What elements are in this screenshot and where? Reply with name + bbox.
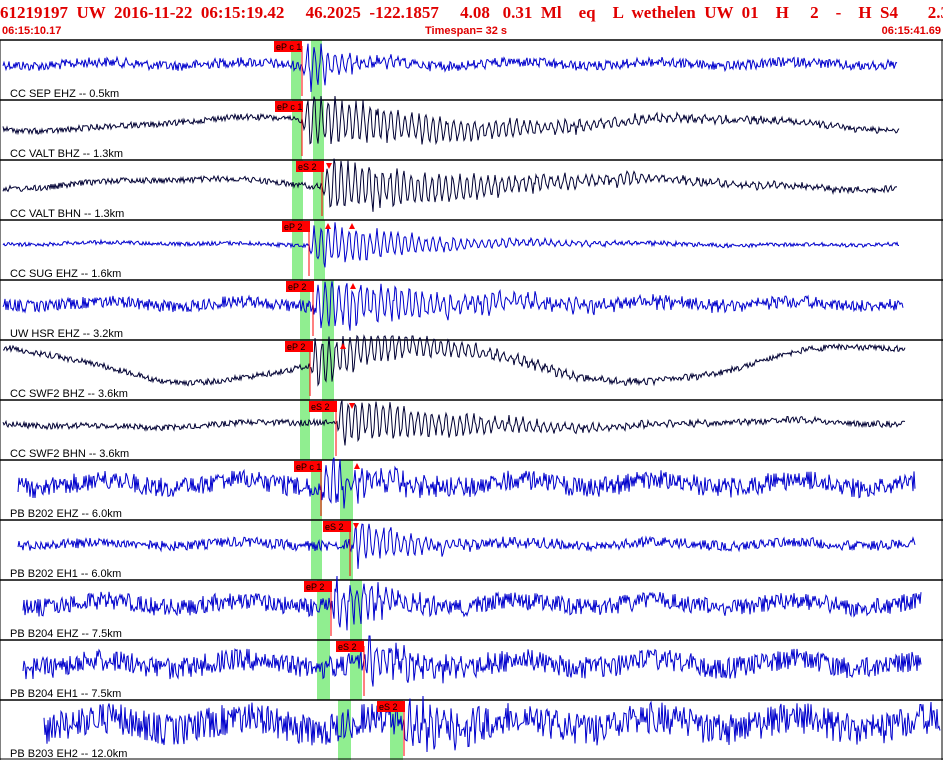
start-time-label: 06:15:10.17 bbox=[2, 25, 62, 37]
arrow-up-icon bbox=[340, 343, 346, 349]
pick-flag-label: eS 2 bbox=[311, 402, 330, 412]
arrow-down-icon bbox=[349, 403, 355, 409]
trace-panel[interactable]: eP c 1 PB B202 EHZ -- 6.0km bbox=[0, 457, 943, 520]
waveform-trace bbox=[2, 95, 900, 146]
pick-window-band bbox=[313, 160, 324, 220]
pick-flag-label: eS 2 bbox=[298, 162, 317, 172]
pick-window-band bbox=[292, 100, 302, 160]
waveform-trace bbox=[2, 43, 898, 93]
pick-flag[interactable] bbox=[294, 461, 322, 472]
pick-flag[interactable] bbox=[296, 161, 324, 172]
station-label: CC SWF2 BHN -- 3.6km bbox=[10, 448, 129, 460]
pick-flag-label: eP 2 bbox=[287, 342, 305, 352]
station-label: PB B204 EHZ -- 7.5km bbox=[10, 628, 122, 640]
arrow-up-icon bbox=[354, 463, 360, 469]
end-time-label: 06:15:41.69 bbox=[881, 25, 941, 37]
pick-flag[interactable] bbox=[286, 281, 314, 292]
pick-flag[interactable] bbox=[274, 41, 302, 52]
pick-flag-label: eP 2 bbox=[306, 582, 324, 592]
waveform-trace bbox=[2, 334, 906, 387]
pick-flag-label: eP c 1 bbox=[276, 42, 301, 52]
pick-window-band bbox=[300, 400, 310, 460]
pick-window-band bbox=[313, 100, 324, 160]
pick-flag[interactable] bbox=[282, 221, 310, 232]
station-label: CC VALT BHN -- 1.3km bbox=[10, 208, 124, 220]
station-label: PB B204 EH1 -- 7.5km bbox=[10, 688, 121, 700]
pick-window-band bbox=[292, 220, 303, 280]
pick-flag[interactable] bbox=[304, 581, 332, 592]
pick-flag[interactable] bbox=[336, 641, 364, 652]
waveform-trace bbox=[22, 635, 922, 687]
pick-flag-label: eS 2 bbox=[338, 642, 357, 652]
waveform-trace bbox=[2, 222, 899, 268]
pick-window-band bbox=[338, 700, 351, 760]
waveform-trace bbox=[2, 281, 904, 331]
pick-window-band bbox=[291, 40, 301, 100]
trace-panel[interactable]: eP 2 CC SWF2 BHZ -- 3.6km bbox=[0, 334, 943, 400]
station-label: CC VALT BHZ -- 1.3km bbox=[10, 148, 123, 160]
pick-flag[interactable] bbox=[285, 341, 313, 352]
trace-panel[interactable]: eS 2 PB B203 EH2 -- 12.0km bbox=[0, 695, 943, 760]
station-label: UW HSR EHZ -- 3.2km bbox=[10, 328, 123, 340]
waveform-trace bbox=[2, 158, 898, 212]
pick-flag[interactable] bbox=[323, 521, 351, 532]
arrow-up-icon bbox=[349, 223, 355, 229]
waveform-trace bbox=[2, 400, 906, 446]
arrow-up-icon bbox=[325, 223, 331, 229]
pick-flag-label: eP c 1 bbox=[296, 462, 321, 472]
station-label: PB B202 EHZ -- 6.0km bbox=[10, 508, 122, 520]
station-label: CC SUG EHZ -- 1.6km bbox=[10, 268, 121, 280]
trace-panel[interactable]: eS 2 PB B202 EH1 -- 6.0km bbox=[0, 519, 943, 580]
pick-flag-label: eS 2 bbox=[325, 522, 344, 532]
arrow-down-icon bbox=[326, 163, 332, 169]
pick-window-band bbox=[300, 340, 310, 400]
pick-window-band bbox=[292, 160, 303, 220]
trace-panel[interactable]: eS 2 CC SWF2 BHN -- 3.6km bbox=[0, 399, 943, 460]
pick-flag[interactable] bbox=[377, 701, 405, 712]
pick-window-band bbox=[322, 280, 334, 340]
trace-panel[interactable]: eP 2 CC SUG EHZ -- 1.6km bbox=[0, 219, 943, 280]
waveform-trace bbox=[17, 523, 916, 569]
event-summary-header: 61219197 UW 2016-11-22 06:15:19.42 46.20… bbox=[0, 3, 943, 22]
station-label: PB B203 EH2 -- 12.0km bbox=[10, 748, 127, 760]
timespan-label: Timespan= 32 s bbox=[425, 25, 508, 37]
station-label: CC SWF2 BHZ -- 3.6km bbox=[10, 388, 128, 400]
trace-panel[interactable]: eS 2 CC VALT BHN -- 1.3km bbox=[0, 158, 943, 220]
pick-window-band bbox=[340, 460, 353, 520]
trace-panel[interactable]: eP 2 UW HSR EHZ -- 3.2km bbox=[0, 279, 943, 340]
pick-window-band bbox=[317, 580, 330, 640]
pick-flag-label: eS 2 bbox=[379, 702, 398, 712]
waveform-trace bbox=[43, 695, 941, 753]
waveform-trace bbox=[17, 457, 916, 509]
pick-window-band bbox=[350, 580, 362, 640]
trace-panel[interactable]: eP c 1 CC SEP EHZ -- 0.5km bbox=[0, 39, 943, 100]
arrow-down-icon bbox=[353, 523, 359, 529]
station-label: PB B202 EH1 -- 6.0km bbox=[10, 568, 121, 580]
pick-window-band bbox=[350, 640, 362, 700]
pick-window-band bbox=[322, 340, 334, 400]
trace-panel[interactable]: eP 2 PB B204 EHZ -- 7.5km bbox=[0, 575, 943, 640]
arrow-up-icon bbox=[350, 283, 356, 289]
pick-flag[interactable] bbox=[275, 101, 303, 112]
pick-flag-label: eP c 1 bbox=[277, 102, 302, 112]
trace-panel[interactable]: eS 2 PB B204 EH1 -- 7.5km bbox=[0, 635, 943, 700]
station-label: CC SEP EHZ -- 0.5km bbox=[10, 88, 119, 100]
pick-window-band bbox=[322, 400, 334, 460]
waveform-trace bbox=[22, 575, 922, 631]
pick-flag-label: eP 2 bbox=[288, 282, 306, 292]
pick-flag-label: eP 2 bbox=[284, 222, 302, 232]
pick-flag[interactable] bbox=[309, 401, 337, 412]
trace-panel[interactable]: eP c 1 CC VALT BHZ -- 1.3km bbox=[0, 95, 943, 160]
pick-window-band bbox=[317, 640, 330, 700]
